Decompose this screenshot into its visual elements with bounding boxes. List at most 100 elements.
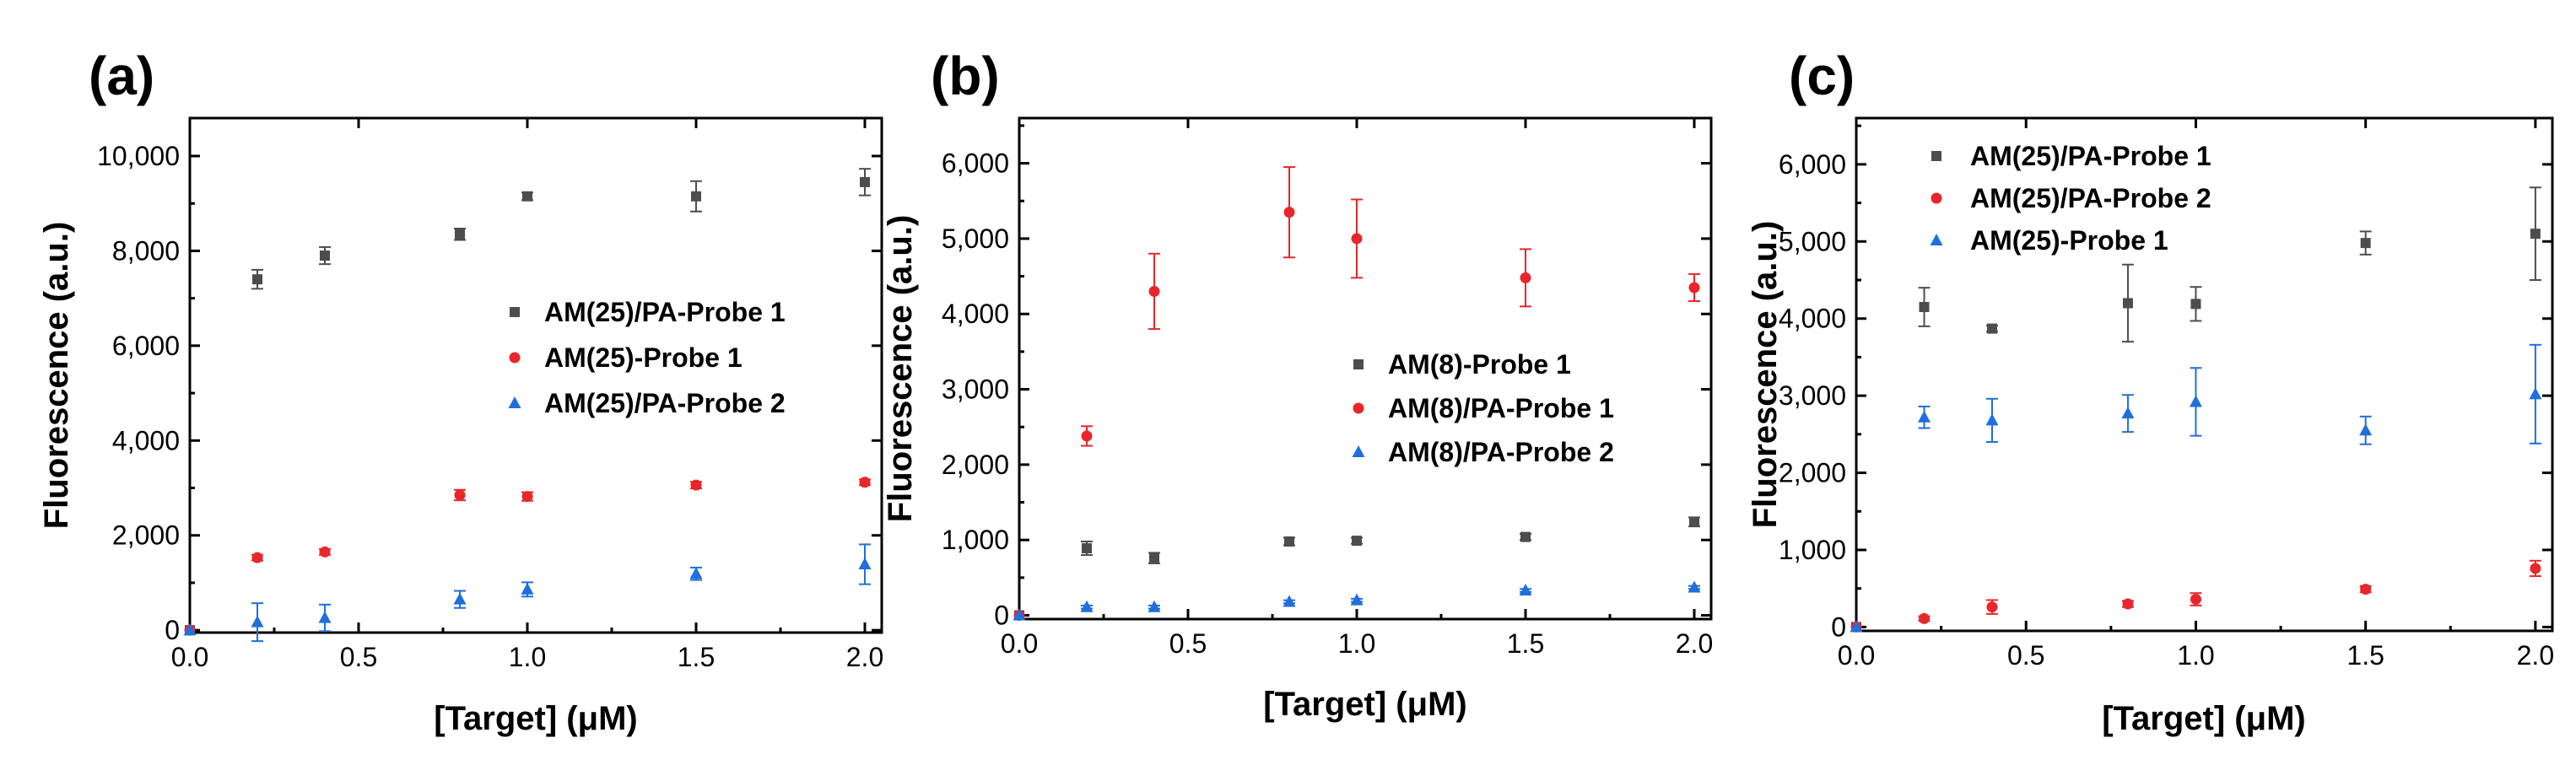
panel-c-y-tick-label: 2,000 bbox=[1779, 458, 1846, 488]
panel-c-legend-label-1: AM(25)/PA-Probe 2 bbox=[1970, 183, 2211, 213]
panel-b-y-tick-label: 6,000 bbox=[942, 148, 1009, 179]
panel-c-point bbox=[1918, 612, 1930, 624]
panel-b-y-axis-title: Fluorescence (a.u.) bbox=[882, 215, 919, 523]
panel-c-point bbox=[2360, 584, 2372, 595]
panel-c-legend-item: AM(25)-Probe 1 bbox=[1930, 225, 2168, 256]
panel-b-y-tick-label: 0 bbox=[994, 601, 1009, 631]
panel-b-point bbox=[1283, 595, 1296, 607]
panel-a-x-tick-label: 1.0 bbox=[509, 642, 546, 672]
panel-a-x-tick-label: 0.0 bbox=[171, 642, 208, 672]
panel-c-point bbox=[1917, 410, 1931, 423]
panel-b-points bbox=[1013, 207, 1701, 622]
panel-a-point bbox=[691, 191, 701, 202]
panel-a: (a) 0.0 0.5 1.0 1.5 2.0 0 2,000 4,000 6,000 8,00… bbox=[38, 46, 883, 737]
panel-b-point bbox=[1283, 207, 1295, 218]
panel-a-point bbox=[455, 229, 465, 240]
panel-c-legend-label-2: AM(25)-Probe 1 bbox=[1970, 225, 2168, 256]
panel-c-x-tick-label: 1.0 bbox=[2177, 640, 2214, 671]
panel-b-point bbox=[1351, 233, 1363, 245]
panel-c-x-axis-title: [Target] (μM) bbox=[2102, 700, 2305, 737]
panel-b-y-tick-label: 4,000 bbox=[942, 299, 1009, 329]
panel-c-y-axis-title: Fluorescence (a.u.) bbox=[1747, 221, 1784, 529]
panel-c-x-ticks: 0.0 0.5 1.0 1.5 2.0 bbox=[1838, 118, 2554, 671]
panel-b-x-ticks: 0.0 0.5 1.0 1.5 2.0 bbox=[1001, 118, 1713, 659]
panel-b-point bbox=[1352, 536, 1362, 547]
panel-a-y-axis-title: Fluorescence (a.u.) bbox=[38, 222, 75, 530]
panel-a-y-tick-label: 6,000 bbox=[112, 331, 180, 361]
panel-a-point bbox=[252, 274, 262, 285]
panel-a-y-tick-label: 4,000 bbox=[112, 425, 180, 455]
panel-c-point bbox=[1986, 323, 1997, 334]
panel-b-x-tick-label: 2.0 bbox=[1676, 628, 1713, 659]
panel-b-point bbox=[1520, 272, 1531, 283]
panel-b-point bbox=[1689, 516, 1699, 527]
panel-a-point bbox=[521, 582, 534, 595]
panel-a-label: (a) bbox=[89, 46, 154, 106]
panel-c: (c) 0.0 0.5 1.0 1.5 2.0 0 1,000 2,000 3,000 4,00… bbox=[1747, 46, 2554, 737]
panel-a-legend-label-1: AM(25)-Probe 1 bbox=[544, 342, 743, 373]
panel-a-point bbox=[319, 546, 331, 558]
panel-b-legend-marker-1 bbox=[1353, 402, 1364, 414]
panel-b-error-bars bbox=[1081, 166, 1700, 610]
panel-c-y-tick-label: 4,000 bbox=[1779, 304, 1846, 334]
panel-b-legend-marker-2 bbox=[1352, 445, 1365, 457]
panel-b-point bbox=[1284, 536, 1294, 547]
panel-c-y-tick-label: 3,000 bbox=[1779, 380, 1846, 411]
panel-a-y-tick-label: 10,000 bbox=[97, 141, 180, 171]
panel-a-axes-frame bbox=[188, 116, 883, 634]
panel-b-legend-label-2: AM(8)/PA-Probe 2 bbox=[1388, 437, 1614, 467]
legend-marker-symbol bbox=[1352, 445, 1365, 457]
panel-a-point bbox=[521, 491, 533, 503]
panel-c-legend-label-0: AM(25)/PA-Probe 1 bbox=[1970, 141, 2211, 171]
panel-b-legend-label-1: AM(8)/PA-Probe 1 bbox=[1388, 393, 1614, 423]
panel-a-legend-label-2: AM(25)/PA-Probe 2 bbox=[544, 388, 786, 418]
panel-c-legend-marker-0 bbox=[1931, 151, 1941, 161]
panel-c-point bbox=[2190, 299, 2201, 310]
panel-c-legend-item: AM(25)/PA-Probe 1 bbox=[1931, 141, 2211, 171]
panel-b-legend-label-0: AM(8)-Probe 1 bbox=[1388, 349, 1571, 380]
panel-b-legend-item: AM(8)/PA-Probe 1 bbox=[1353, 393, 1614, 423]
legend-marker-symbol bbox=[509, 352, 521, 364]
panel-a-point bbox=[860, 176, 870, 187]
panel-a-y-ticks: 0 2,000 4,000 6,000 8,000 10,000 bbox=[97, 141, 882, 645]
legend-marker-symbol bbox=[510, 307, 520, 317]
panel-a-point bbox=[318, 611, 332, 623]
panel-a-legend: AM(25)/PA-Probe 1 AM(25)-Probe 1 AM(25)/… bbox=[508, 297, 786, 418]
panel-a-y-tick-label: 2,000 bbox=[112, 520, 180, 551]
panel-a-point bbox=[858, 558, 872, 570]
panel-c-label: (c) bbox=[1789, 46, 1855, 106]
panel-a-point bbox=[690, 479, 702, 491]
panel-c-x-tick-label: 0.0 bbox=[1838, 640, 1875, 671]
panel-a-legend-marker-0 bbox=[510, 307, 520, 317]
legend-marker-symbol bbox=[1931, 151, 1941, 161]
panel-c-point bbox=[1919, 302, 1930, 312]
panel-c-point bbox=[2122, 598, 2134, 610]
panel-a-x-tick-label: 2.0 bbox=[846, 642, 883, 672]
panel-b-legend-item: AM(8)-Probe 1 bbox=[1353, 349, 1571, 380]
panel-c-point bbox=[2121, 407, 2135, 419]
panel-b-legend: AM(8)-Probe 1 AM(8)/PA-Probe 1 AM(8)/PA-… bbox=[1352, 349, 1614, 467]
panel-b-x-tick-label: 1.5 bbox=[1507, 628, 1544, 659]
panel-b-point bbox=[1148, 285, 1160, 297]
legend-marker-symbol bbox=[1931, 192, 1942, 204]
panel-c-point bbox=[2529, 387, 2542, 400]
panel-a-point bbox=[320, 251, 330, 261]
panel-c-point bbox=[1986, 601, 1998, 613]
panel-c-legend: AM(25)/PA-Probe 1 AM(25)/PA-Probe 2 AM(2… bbox=[1930, 141, 2211, 256]
panel-c-y-tick-label: 6,000 bbox=[1779, 149, 1846, 180]
panel-c-point bbox=[2189, 395, 2202, 407]
panel-b-label: (b) bbox=[931, 46, 1000, 106]
panel-b-point bbox=[1013, 608, 1026, 621]
panel-c-legend-item: AM(25)/PA-Probe 2 bbox=[1931, 183, 2211, 213]
panel-b-point bbox=[1148, 600, 1161, 612]
legend-marker-symbol bbox=[508, 396, 521, 408]
panel-a-point bbox=[251, 552, 263, 563]
panel-c-point bbox=[2190, 594, 2201, 606]
panel-b-x-tick-label: 1.0 bbox=[1338, 628, 1375, 659]
panel-c-point bbox=[1850, 620, 1863, 633]
panel-b-point bbox=[1688, 282, 1700, 294]
panel-c-y-tick-label: 5,000 bbox=[1779, 226, 1846, 256]
panel-a-point bbox=[454, 489, 466, 501]
panel-a-points bbox=[183, 176, 872, 636]
